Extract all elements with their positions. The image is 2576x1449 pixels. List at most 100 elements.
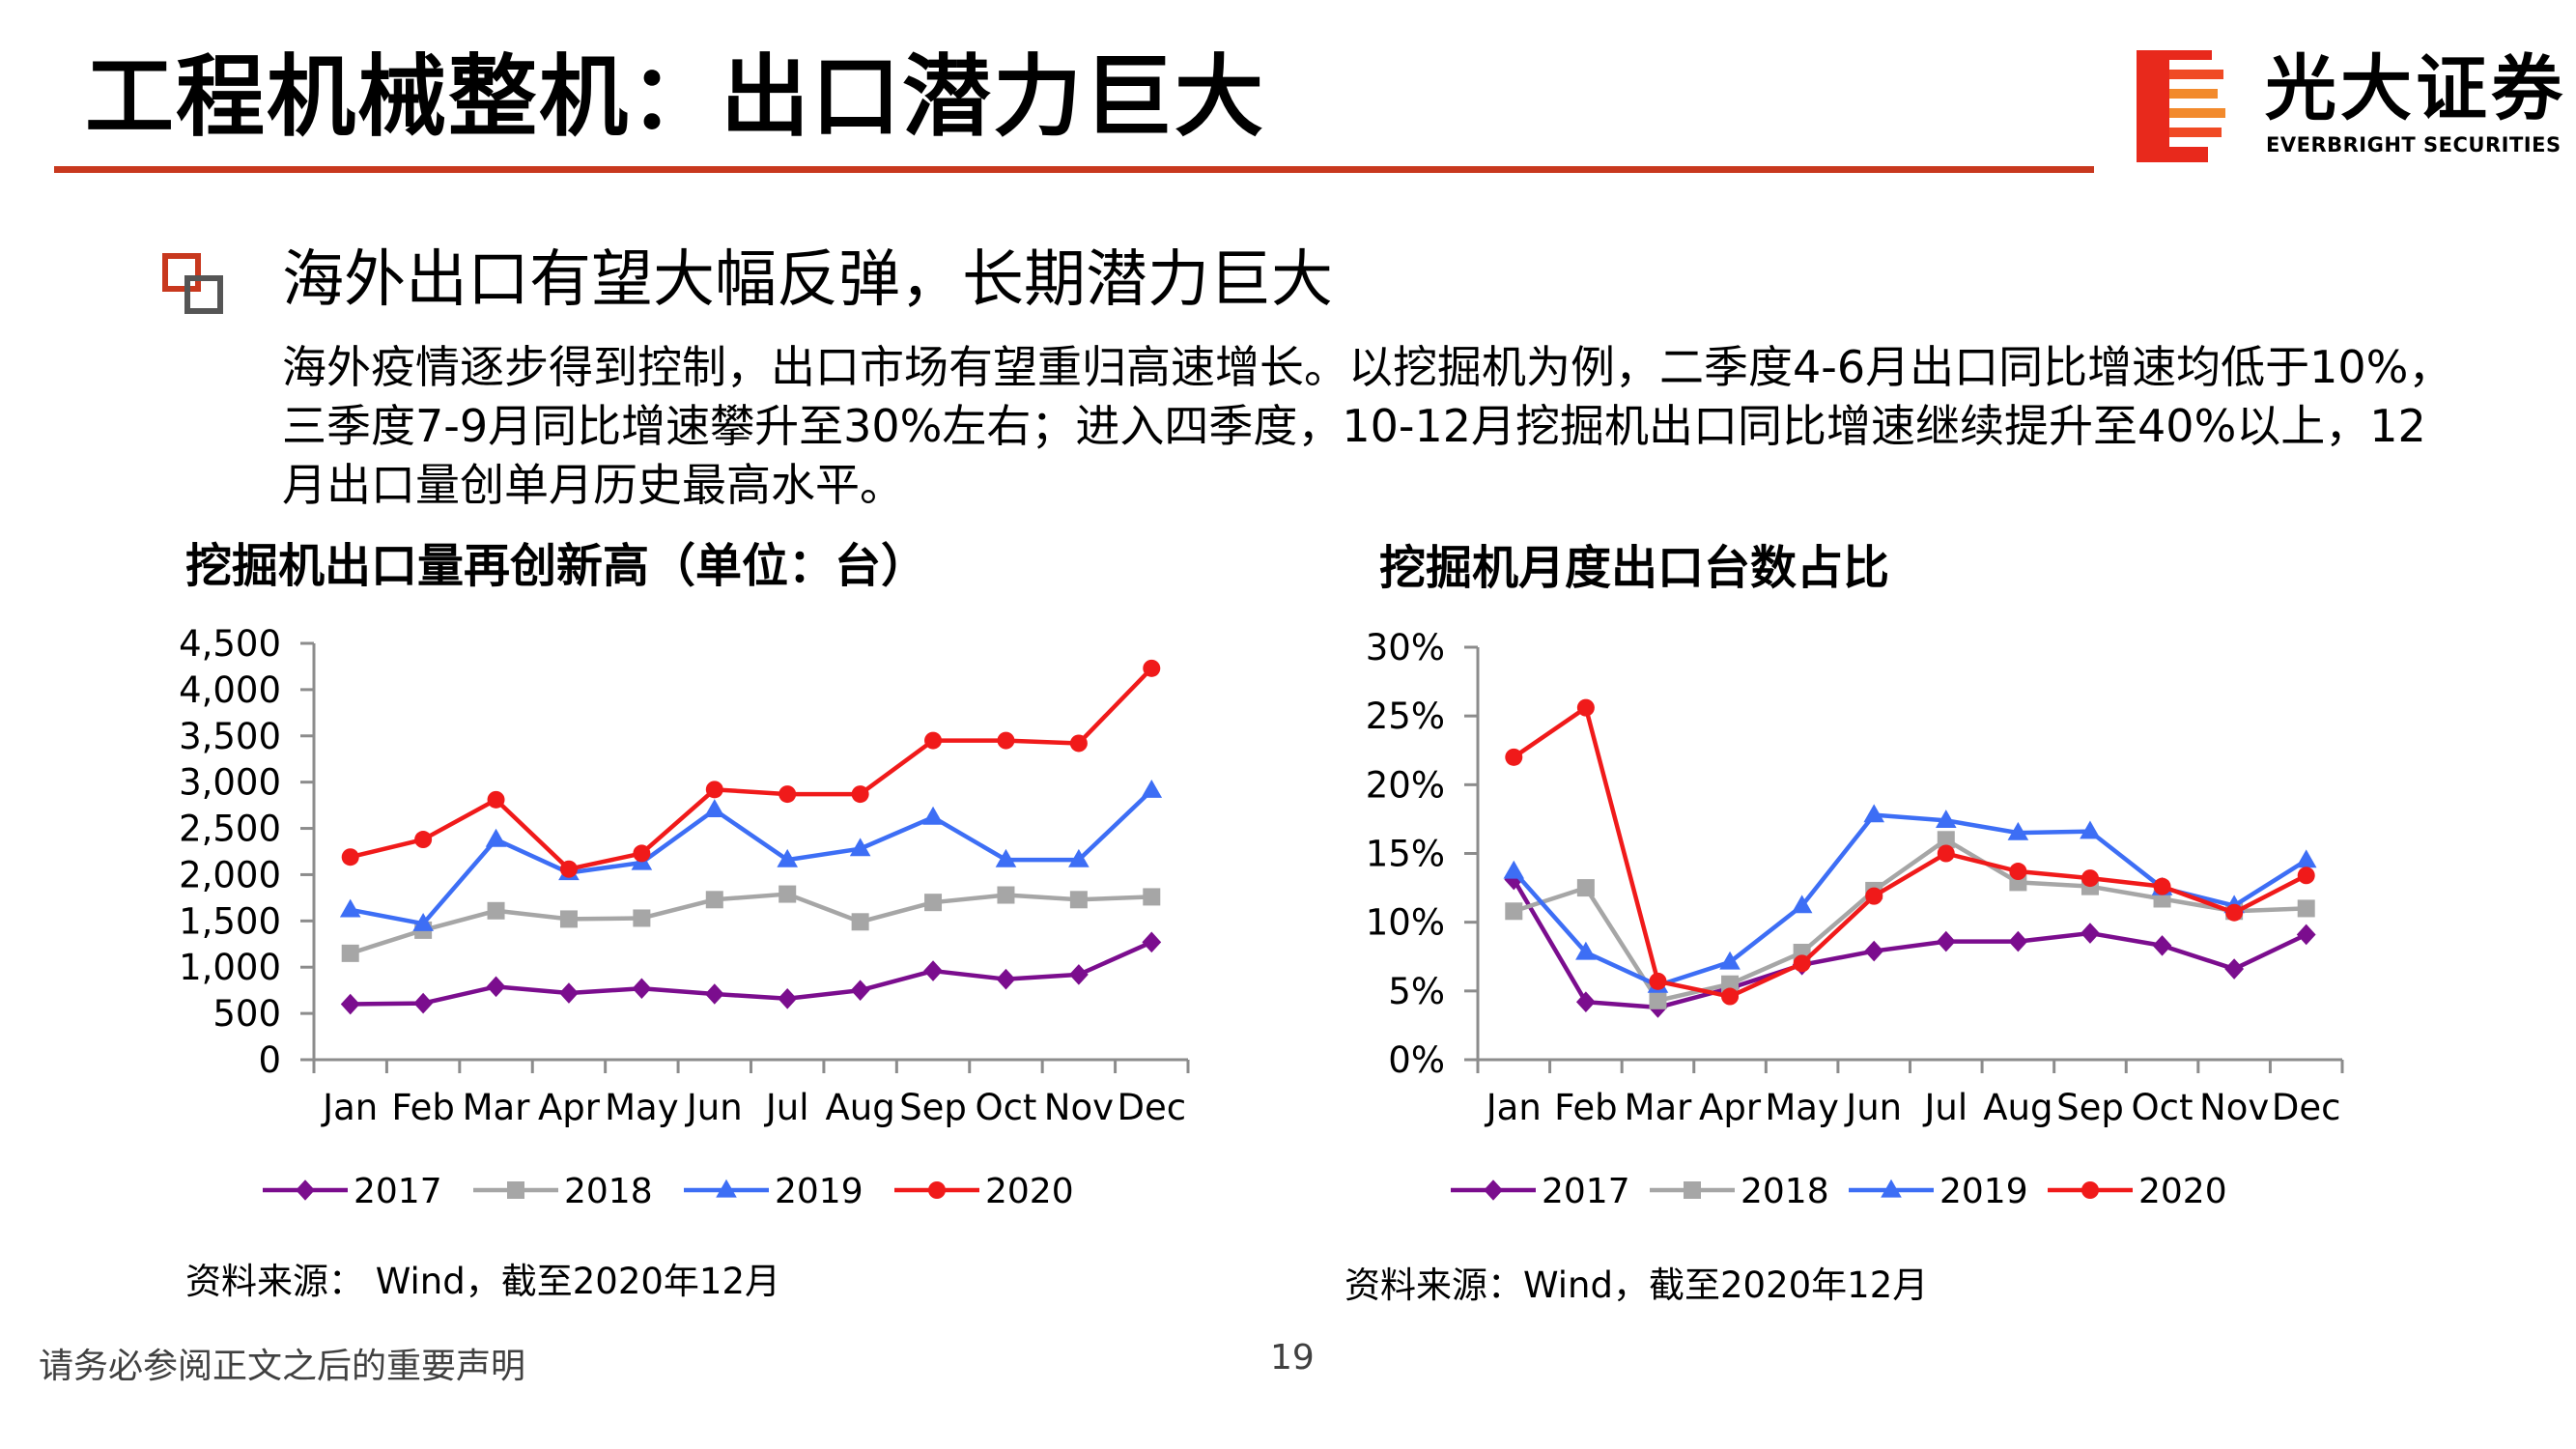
chart-2-point-2020 [1576,698,1595,717]
chart-2-source: 资料来源：Wind，截至2020年12月 [1345,1264,1929,1306]
chart-1-x-tick-label: Apr [538,1087,601,1128]
chart-2-series-2017 [1504,868,2316,1018]
chart-1-point-2019 [1068,848,1090,867]
chart-1-point-2018 [705,891,723,909]
chart-1-point-2019 [558,862,580,881]
chart-1-y-tick-label: 500 [212,993,281,1035]
chart-1-point-2019 [631,851,653,870]
chart-1-point-2017 [704,983,724,1005]
chart-1-legend-2017: 2017 [263,1172,442,1211]
chart-1-point-2017 [996,968,1016,990]
chart-1-point-2020 [487,790,505,809]
chart-2-point-2019 [2080,820,2101,839]
chart-2-y-tick-label: 10% [1366,902,1445,944]
chart-2-point-2018 [2009,873,2027,892]
chart-1-point-2020 [414,831,433,849]
chart-1-point-2018 [778,885,797,903]
chart-1-point-2018 [997,886,1015,904]
chart-1-legend-marker-2017 [296,1179,315,1201]
page-number: 19 [1270,1338,1315,1378]
chart-1-point-2019 [777,848,799,867]
chart-2-legend-label-2020: 2020 [2138,1172,2227,1211]
chart-1-point-2017 [413,992,434,1014]
chart-1-x-tick-label: Nov [1044,1087,1114,1128]
chart-2-point-2018 [2153,890,2171,908]
chart-2-legend-marker-2019 [1881,1179,1902,1198]
chart-1-x-tick-label: Jul [764,1087,809,1128]
chart-1-legend-2020: 2020 [894,1172,1074,1211]
chart-1-y-tick-label: 2,500 [179,809,281,850]
chart-1-point-2018 [851,913,869,931]
chart-1-line-2017 [350,940,1153,1007]
chart-1-legend-marker-2018 [507,1181,524,1199]
chart-1-point-2019 [1141,780,1163,798]
chart-2-point-2020 [2225,903,2244,922]
section-body: 海外疫情逐步得到控制，出口市场有望重归高速增长。以挖掘机为例，二季度4-6月出口… [282,341,2453,511]
chart-2-point-2017 [2008,930,2028,952]
chart-1-point-2017 [850,980,870,1001]
chart-1-series-2018 [341,885,1161,962]
chart-2-legend-2017: 2017 [1451,1172,1630,1211]
chart-1-y-tick-label: 4,500 [179,623,281,665]
chart-1-x-tick-label: Oct [975,1087,1036,1128]
chart-1-x-tick-label: Jun [685,1087,743,1128]
chart-1-y-tick-label: 2,000 [179,854,281,895]
chart-2-y-tick-label: 25% [1366,696,1445,737]
chart-1-point-2020 [341,848,359,867]
chart-1-point-2019 [412,912,434,931]
chart-1-point-2018 [414,921,433,939]
chart-1-legend-marker-2020 [928,1181,946,1199]
chart-1-point-2019 [995,848,1017,867]
chart-1-point-2017 [778,987,798,1009]
chart-2-point-2017 [2224,958,2245,980]
chart-2-x-tick-label: Jul [1922,1087,1967,1128]
chart-1-title: 挖掘机出口量再创新高（单位：台） [185,539,928,593]
chart-2-x-tick-label: May [1765,1087,1839,1128]
chart-1-legend-marker-2019 [716,1179,737,1198]
chart-2-x-tick-label: Aug [1983,1087,2052,1128]
chart-1-point-2020 [559,860,578,878]
chart-2-legend-marker-2020 [2081,1181,2099,1199]
chart-2-legend-marker-2018 [1684,1181,1701,1199]
chart-1-point-2020 [705,781,723,799]
chart-2-point-2018 [1793,943,1811,961]
everbright-logo-icon [2137,50,2225,162]
double-square-icon [162,253,223,314]
chart-1-point-2020 [633,844,651,863]
chart-1-point-2017 [1068,964,1089,985]
chart-1-legend-label-2018: 2018 [564,1172,653,1211]
chart-1-point-2019 [485,828,507,847]
title-divider [54,166,2094,173]
chart-1-series-2017 [340,931,1162,1015]
chart-2-point-2017 [1720,978,1740,999]
chart-2-point-2019 [2151,876,2173,895]
chart-2-legend-label-2017: 2017 [1542,1172,1630,1211]
chart-2-x-tick-label: Jun [1844,1087,1902,1128]
logo-text-cn: 光大证券 [2265,47,2566,130]
chart-1-y-tick-label: 0 [258,1039,281,1081]
chart-1-point-2017 [632,978,652,1000]
chart-2-line-2019 [1512,812,2307,988]
chart-2-point-2020 [1721,987,1740,1006]
chart-1-point-2017 [486,976,506,998]
chart-1-x-tick-label: Dec [1117,1087,1186,1128]
chart-2-point-2019 [2223,895,2245,914]
chart-2-point-2020 [2009,863,2027,881]
chart-2-point-2019 [2295,849,2317,868]
chart-2-legend-label-2018: 2018 [1741,1172,1829,1211]
chart-2-legend-label-2019: 2019 [1939,1172,2028,1211]
chart-1-point-2020 [1143,659,1161,677]
chart-1-series-2019 [339,780,1163,931]
section-heading: 海外出口有望大幅反弹，长期潜力巨大 [282,244,1333,316]
chart-2-point-2018 [1505,902,1523,921]
chart-2-legend-2019: 2019 [1849,1172,2028,1211]
chart-2-point-2019 [1503,860,1525,879]
chart-2-y-tick-label: 30% [1366,627,1445,668]
chart-2-legend-2020: 2020 [2048,1172,2227,1211]
chart-2-y-tick-label: 5% [1388,971,1445,1012]
chart-2-point-2018 [1649,991,1667,1009]
chart-2-point-2019 [1935,810,1957,828]
chart-2-line-2020 [1513,705,2307,999]
